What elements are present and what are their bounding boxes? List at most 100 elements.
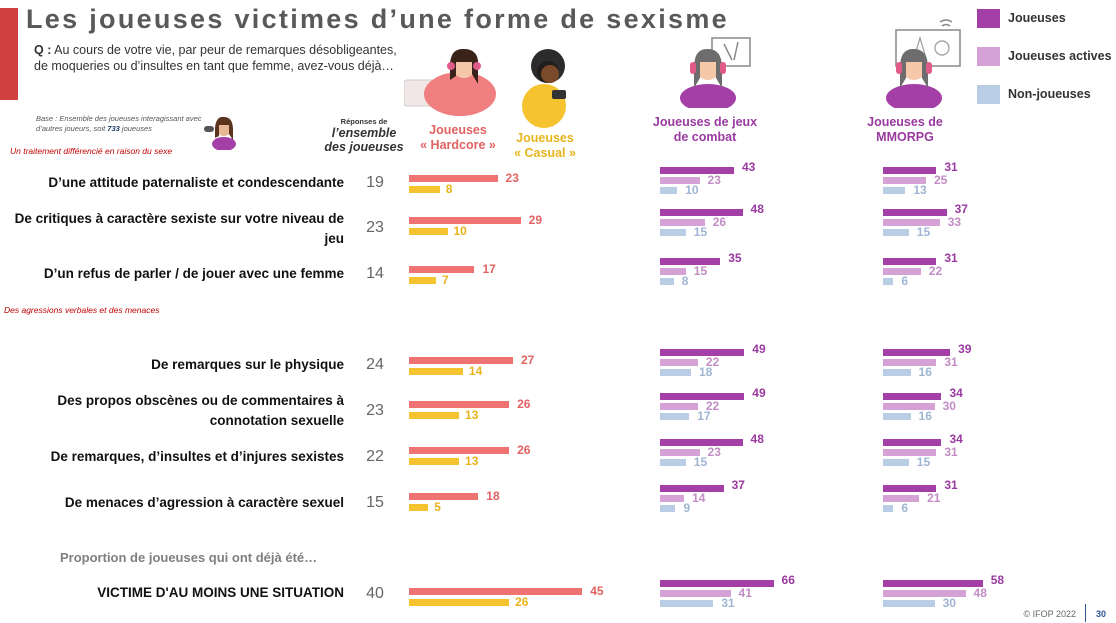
combat-bar-0-1 xyxy=(660,209,743,216)
casual-bar-5 xyxy=(409,458,460,465)
combat-bar-2-0 xyxy=(660,187,678,194)
mmorpg-gamer-illustration xyxy=(886,19,961,108)
mmorpg-bar-2-6 xyxy=(883,505,894,512)
mmorpg-bar-0-0 xyxy=(883,167,937,174)
mmorpg-value-0-4: 34 xyxy=(949,386,963,400)
mmorpg-bar-2-1 xyxy=(883,229,909,236)
combat-value-1-4: 22 xyxy=(705,399,720,413)
combat-value-1-3: 22 xyxy=(705,355,720,369)
mmorpg-bar-1-4 xyxy=(883,403,935,410)
total-value-5: 22 xyxy=(366,448,384,465)
combat-value-1-2: 15 xyxy=(693,264,708,278)
mmorpg-bar-2-0 xyxy=(883,187,906,194)
mmorpg-bar-2-5 xyxy=(883,459,909,466)
mmorpg-bar-0-3 xyxy=(883,349,951,356)
casual-value-6: 5 xyxy=(434,500,441,514)
combat-value-2-2: 8 xyxy=(681,274,689,288)
casual-value-5: 13 xyxy=(465,454,479,468)
combat-value-0-2: 35 xyxy=(728,251,742,265)
combat-bar-1-4 xyxy=(660,403,698,410)
mmorpg-bar-2-4 xyxy=(883,413,911,420)
legend-label-joueuses: Joueuses xyxy=(1008,11,1066,25)
ensemble-header-small: Réponses de xyxy=(340,117,388,126)
mmorpg-value-1-0: 25 xyxy=(934,173,948,187)
mmorpg-value-1-5: 31 xyxy=(944,445,958,459)
page-number-divider xyxy=(1085,604,1086,622)
mmorpg-bar-0-6 xyxy=(883,485,937,492)
mmorpg-value-0-7: 58 xyxy=(990,573,1005,587)
casual-bar-2 xyxy=(409,277,436,284)
combat-bar-1-7 xyxy=(660,590,731,597)
combat-bar-2-6 xyxy=(660,505,676,512)
combat-value-1-1: 26 xyxy=(712,215,727,229)
combat-bar-0-6 xyxy=(660,485,724,492)
casual-bar-7 xyxy=(409,599,510,606)
hardcore-bar-0 xyxy=(409,175,498,182)
question-text: Au cours de votre vie, par peur de remar… xyxy=(34,43,397,73)
hardcore-value-5: 26 xyxy=(517,443,531,457)
mmorpg-bar-1-6 xyxy=(883,495,920,502)
mmorpg-value-2-2: 6 xyxy=(901,274,908,288)
mmorpg-value-0-3: 39 xyxy=(958,342,972,356)
casual-value-2: 7 xyxy=(441,273,449,287)
combat-value-2-7: 31 xyxy=(721,596,735,610)
combat-bar-0-4 xyxy=(660,393,745,400)
combat-bar-1-6 xyxy=(660,495,685,502)
base-note-prefix: Base : Ensemble des joueuses interagissa… xyxy=(36,114,202,133)
row-label-3: De remarques sur le physique xyxy=(151,357,344,372)
total-value-7: 40 xyxy=(366,585,384,602)
title-accent-bar xyxy=(0,8,18,100)
mmorpg-bar-0-4 xyxy=(883,393,942,400)
casual-header: Joueuses « Casual » xyxy=(500,131,590,161)
row-label-1: De critiques à caractère sexiste sur vot… xyxy=(14,211,344,246)
combat-bar-2-4 xyxy=(660,413,690,420)
legend-label-non: Non-joueuses xyxy=(1008,87,1091,101)
mmorpg-header: Joueuses de MMORPG xyxy=(855,115,955,145)
mmorpg-value-0-1: 37 xyxy=(954,202,968,216)
mmorpg-value-0-5: 34 xyxy=(949,432,963,446)
row-label-0: D’une attitude paternaliste et condescen… xyxy=(48,175,344,190)
mmorpg-bar-0-2 xyxy=(883,258,937,265)
casual-value-0: 8 xyxy=(445,182,453,196)
hardcore-header-line2: « Hardcore » xyxy=(420,138,496,152)
combat-value-0-5: 48 xyxy=(750,432,764,446)
row-label-6: De menaces d’agression à caractère sexue… xyxy=(64,495,344,510)
hardcore-bar-3 xyxy=(409,357,513,364)
total-value-4: 23 xyxy=(366,402,384,419)
combat-header-line1: Joueuses de jeux xyxy=(652,115,758,129)
mmorpg-value-1-7: 48 xyxy=(973,586,987,600)
mmorpg-bar-0-5 xyxy=(883,439,942,446)
legend-swatch-actives xyxy=(977,47,1000,66)
hardcore-value-6: 18 xyxy=(486,489,500,503)
combat-bar-0-7 xyxy=(660,580,774,587)
row-label-7: VICTIME D'AU MOINS UNE SITUATION xyxy=(97,585,344,600)
casual-bar-3 xyxy=(409,368,463,375)
hardcore-value-2: 17 xyxy=(482,262,496,276)
combat-value-2-6: 9 xyxy=(683,501,691,515)
hardcore-bar-6 xyxy=(409,493,479,500)
casual-header-line2: « Casual » xyxy=(514,146,576,160)
hardcore-value-4: 26 xyxy=(517,397,531,411)
casual-bar-6 xyxy=(409,504,429,511)
mmorpg-value-1-3: 31 xyxy=(944,355,958,369)
base-note-suffix: joueuses xyxy=(119,124,152,133)
combat-value-2-5: 15 xyxy=(693,455,708,469)
mmorpg-value-0-2: 31 xyxy=(944,251,958,265)
total-value-3: 24 xyxy=(366,356,384,373)
total-value-2: 14 xyxy=(366,265,384,282)
page-title: Les joueuses victimes d’une forme de sex… xyxy=(26,4,729,34)
mmorpg-header-line1: Joueuses de xyxy=(867,115,943,129)
mmorpg-bar-1-1 xyxy=(883,219,940,226)
combat-bar-0-3 xyxy=(660,349,745,356)
casual-bar-1 xyxy=(409,228,448,235)
mmorpg-value-1-6: 21 xyxy=(927,491,941,505)
mmorpg-value-0-6: 31 xyxy=(944,478,958,492)
combat-bar-0-5 xyxy=(660,439,743,446)
casual-bar-0 xyxy=(409,186,440,193)
ensemble-header-big: l’ensemble des joueuses xyxy=(324,126,404,154)
hardcore-value-1: 29 xyxy=(528,213,542,227)
ensemble-header: Réponses de l’ensemble des joueuses xyxy=(320,117,408,154)
base-note-count: 733 xyxy=(107,124,120,133)
hardcore-header: Joueuses « Hardcore » xyxy=(408,123,508,153)
